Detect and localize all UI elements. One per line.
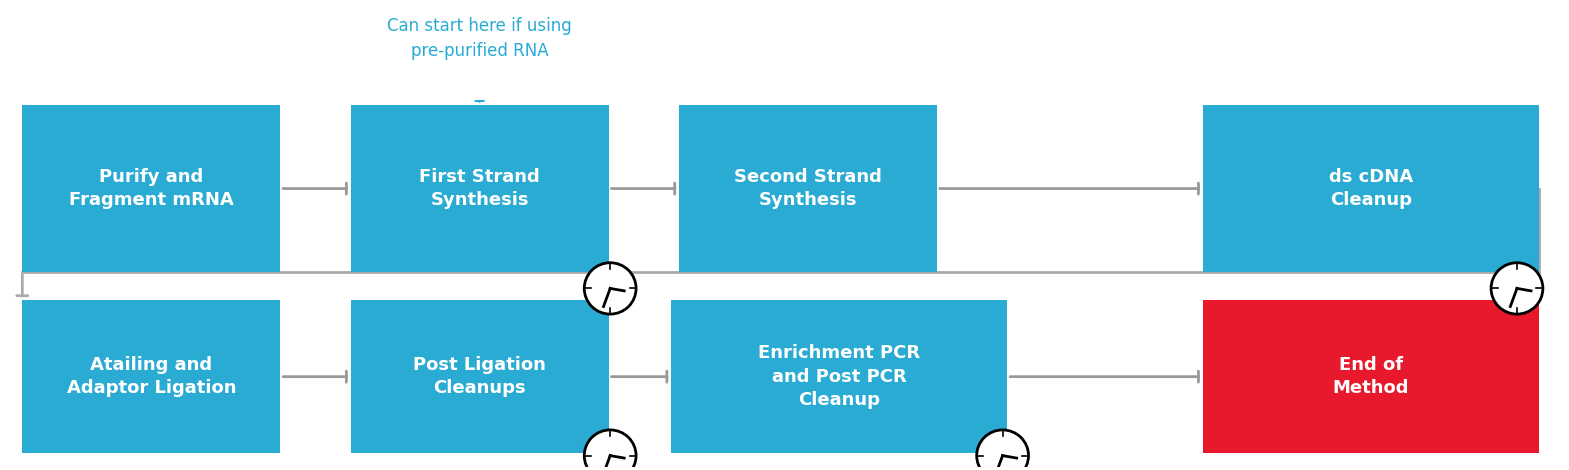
- Ellipse shape: [584, 430, 635, 470]
- Text: Can start here if using
pre-purified RNA: Can start here if using pre-purified RNA: [388, 17, 573, 60]
- FancyBboxPatch shape: [22, 105, 281, 272]
- FancyBboxPatch shape: [22, 300, 281, 453]
- Text: ds cDNA
Cleanup: ds cDNA Cleanup: [1329, 168, 1412, 209]
- Text: End of
Method: End of Method: [1332, 356, 1409, 398]
- Text: Post Ligation
Cleanups: Post Ligation Cleanups: [413, 356, 546, 398]
- FancyBboxPatch shape: [1203, 300, 1539, 453]
- Text: Second Strand
Synthesis: Second Strand Synthesis: [734, 168, 882, 209]
- Text: Purify and
Fragment mRNA: Purify and Fragment mRNA: [69, 168, 234, 209]
- FancyBboxPatch shape: [679, 105, 937, 272]
- Ellipse shape: [1491, 263, 1542, 314]
- Text: First Strand
Synthesis: First Strand Synthesis: [419, 168, 540, 209]
- Text: Enrichment PCR
and Post PCR
Cleanup: Enrichment PCR and Post PCR Cleanup: [758, 344, 921, 409]
- FancyBboxPatch shape: [350, 300, 609, 453]
- Text: Atailing and
Adaptor Ligation: Atailing and Adaptor Ligation: [66, 356, 235, 398]
- FancyBboxPatch shape: [1203, 105, 1539, 272]
- Ellipse shape: [584, 263, 635, 314]
- FancyBboxPatch shape: [672, 300, 1007, 453]
- Ellipse shape: [976, 430, 1029, 470]
- FancyBboxPatch shape: [350, 105, 609, 272]
